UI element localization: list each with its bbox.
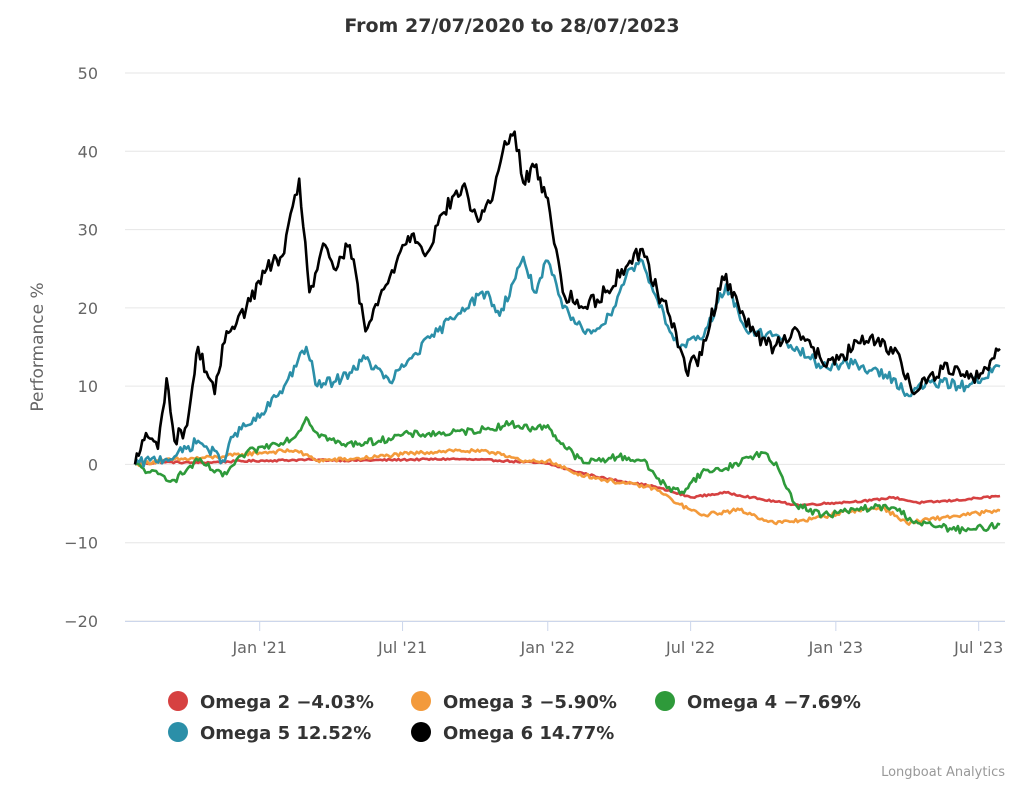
y-tick-label: 30 bbox=[78, 221, 98, 240]
legend-marker bbox=[168, 722, 188, 742]
legend-label: Omega 5 12.52% bbox=[200, 723, 371, 744]
series-line-omega-6[interactable] bbox=[133, 130, 1001, 465]
y-axis-label: Performance % bbox=[28, 282, 48, 411]
legend-marker bbox=[168, 691, 188, 711]
y-axis-ticks: −20 −10 0 10 20 30 40 50 bbox=[64, 64, 98, 631]
series-line-omega-4[interactable] bbox=[134, 416, 1001, 535]
y-tick-label: −20 bbox=[64, 612, 98, 631]
y-tick-label: 40 bbox=[78, 142, 98, 161]
x-tick-label: Jan '21 bbox=[231, 638, 287, 657]
x-tick-label: Jul '21 bbox=[377, 638, 427, 657]
x-tick-label: Jul '22 bbox=[665, 638, 715, 657]
legend-item-omega-2[interactable]: Omega 2 −4.03% bbox=[168, 691, 374, 713]
x-axis-ticks: Jan '21 Jul '21 Jan '22 Jul '22 Jan '23 Jul '… bbox=[231, 621, 1003, 657]
legend-item-omega-5[interactable]: Omega 5 12.52% bbox=[168, 722, 371, 744]
grid bbox=[125, 72, 1005, 622]
series-lines bbox=[133, 130, 1001, 535]
legend-label: Omega 2 −4.03% bbox=[200, 692, 374, 713]
x-tick-label: Jul '23 bbox=[953, 638, 1003, 657]
y-tick-label: 0 bbox=[88, 455, 98, 474]
credit-link[interactable]: Longboat Analytics bbox=[881, 765, 1005, 780]
series-line-omega-2[interactable] bbox=[134, 457, 1001, 507]
series-line-omega-3[interactable] bbox=[134, 448, 1001, 526]
legend-marker bbox=[411, 691, 431, 711]
legend-item-omega-4[interactable]: Omega 4 −7.69% bbox=[655, 691, 861, 713]
legend-item-omega-3[interactable]: Omega 3 −5.90% bbox=[411, 691, 617, 713]
x-tick-label: Jan '22 bbox=[520, 638, 576, 657]
legend-marker bbox=[655, 691, 675, 711]
y-tick-label: 50 bbox=[78, 64, 98, 83]
legend-label: Omega 6 14.77% bbox=[443, 723, 614, 744]
legend-marker bbox=[411, 722, 431, 742]
x-tick-label: Jan '23 bbox=[808, 638, 864, 657]
legend: Omega 2 −4.03% Omega 3 −5.90% Omega 4 −7.6… bbox=[168, 691, 861, 744]
y-tick-label: −10 bbox=[64, 534, 98, 553]
legend-label: Omega 4 −7.69% bbox=[687, 692, 861, 713]
legend-item-omega-6[interactable]: Omega 6 14.77% bbox=[411, 722, 614, 744]
y-tick-label: 20 bbox=[78, 299, 98, 318]
legend-label: Omega 3 −5.90% bbox=[443, 692, 617, 713]
y-tick-label: 10 bbox=[78, 377, 98, 396]
series-line-omega-5[interactable] bbox=[133, 255, 1001, 468]
chart-title: From 27/07/2020 to 28/07/2023 bbox=[344, 15, 679, 37]
